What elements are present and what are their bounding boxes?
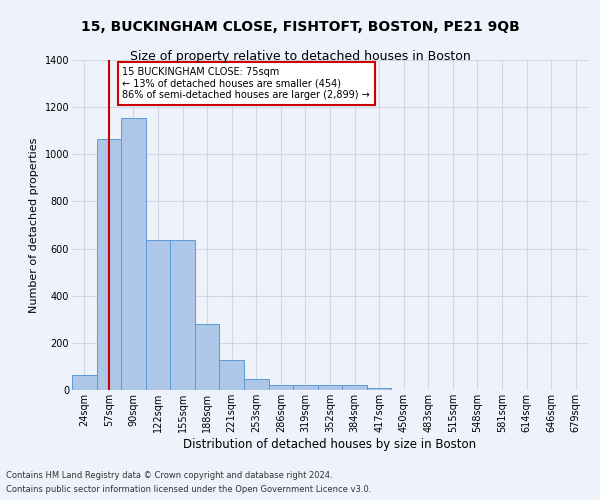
Bar	[146, 240, 170, 390]
Bar	[220, 360, 244, 390]
Bar	[121, 118, 146, 390]
Text: Size of property relative to detached houses in Boston: Size of property relative to detached ho…	[130, 50, 470, 63]
X-axis label: Distribution of detached houses by size in Boston: Distribution of detached houses by size …	[184, 438, 476, 450]
Text: 15, BUCKINGHAM CLOSE, FISHTOFT, BOSTON, PE21 9QB: 15, BUCKINGHAM CLOSE, FISHTOFT, BOSTON, …	[80, 20, 520, 34]
Bar	[72, 376, 97, 390]
Bar	[195, 324, 220, 390]
Bar	[244, 380, 269, 390]
Bar	[318, 386, 342, 390]
Text: 15 BUCKINGHAM CLOSE: 75sqm
← 13% of detached houses are smaller (454)
86% of sem: 15 BUCKINGHAM CLOSE: 75sqm ← 13% of deta…	[122, 67, 370, 100]
Y-axis label: Number of detached properties: Number of detached properties	[29, 138, 39, 312]
Text: Contains public sector information licensed under the Open Government Licence v3: Contains public sector information licen…	[6, 486, 371, 494]
Bar	[97, 139, 121, 390]
Bar	[367, 388, 391, 390]
Bar	[170, 240, 195, 390]
Bar	[293, 386, 318, 390]
Bar	[269, 386, 293, 390]
Bar	[342, 385, 367, 390]
Text: Contains HM Land Registry data © Crown copyright and database right 2024.: Contains HM Land Registry data © Crown c…	[6, 470, 332, 480]
